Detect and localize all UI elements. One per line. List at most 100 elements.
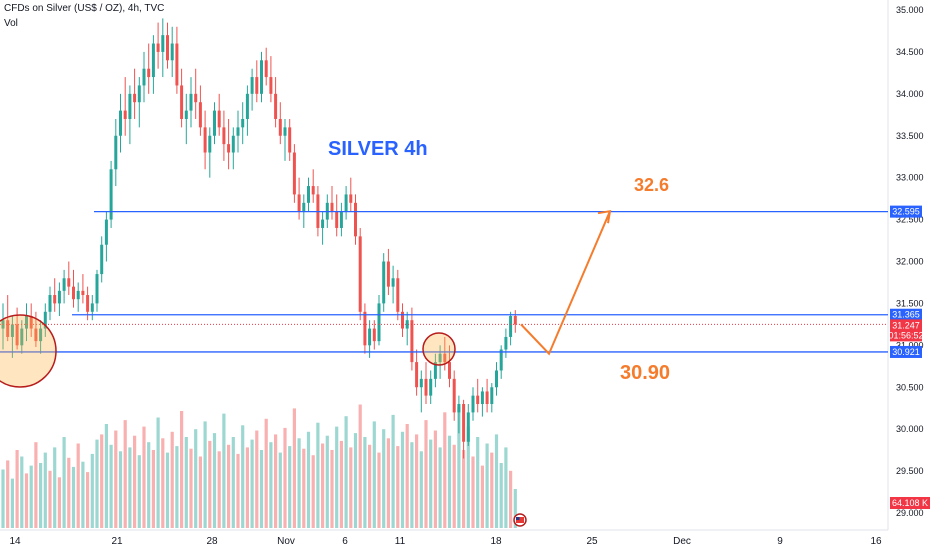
candle-body [321, 219, 325, 228]
candle [189, 77, 193, 128]
candle [335, 194, 339, 237]
us-flag-icon[interactable] [513, 513, 527, 527]
highlight-circle-mid[interactable] [422, 332, 456, 366]
price-tick-label: 34.000 [896, 89, 924, 99]
candle [485, 378, 489, 413]
badge-volume-bg [890, 497, 930, 509]
volume-bar [165, 452, 170, 528]
candle-body [231, 135, 235, 153]
candle-body [34, 328, 38, 342]
volume-bar [114, 430, 118, 528]
candle-body [391, 278, 395, 287]
volume-bar [180, 411, 184, 528]
volume-bar [189, 448, 193, 528]
candle-body [39, 328, 43, 342]
candle-body [137, 85, 141, 103]
candle [452, 370, 456, 421]
volume-bar [67, 457, 71, 528]
support-annotation: 30.90 [620, 362, 671, 384]
candle [76, 282, 80, 312]
candle-body [76, 290, 80, 300]
candle-body [339, 211, 343, 228]
time-tick-label: 11 [395, 536, 406, 547]
volume-bar [222, 413, 226, 528]
volume-bar [109, 444, 113, 528]
candle-body [128, 93, 132, 119]
highlight-circle-left[interactable] [0, 314, 57, 388]
volume-bar [123, 420, 127, 528]
candle-body [241, 118, 245, 128]
candle-body [335, 211, 339, 228]
candle [161, 18, 165, 78]
volume-bar [161, 438, 165, 528]
us-flag-icon-body [516, 517, 524, 523]
volume-bar [311, 455, 315, 528]
candle [339, 202, 343, 237]
candle-body [6, 320, 10, 337]
candle-body [344, 194, 348, 212]
volume-bar [203, 421, 207, 528]
candle-body [504, 336, 508, 350]
candle-body [142, 68, 146, 86]
candle-body [57, 290, 61, 304]
volume-bar [6, 460, 10, 528]
badge-last-price-bg [890, 319, 922, 342]
candle [330, 186, 334, 220]
badge-volume-text: 64.108 K [892, 498, 928, 508]
candle-body [448, 362, 451, 379]
candle-body [372, 328, 376, 342]
volume-bar [424, 420, 428, 528]
candle [480, 387, 484, 417]
projection-path[interactable] [520, 210, 611, 356]
badge-resistance-top-bg [890, 205, 922, 218]
candle-body [161, 35, 165, 52]
candle-body [123, 110, 127, 119]
volume-bar [438, 447, 442, 528]
price-tick-label: 33.500 [896, 131, 924, 141]
candle-body [227, 144, 231, 153]
candle-body [104, 219, 108, 245]
candle [119, 93, 122, 153]
candle-body [480, 391, 484, 405]
candle [203, 110, 207, 170]
candle-body [264, 60, 268, 78]
volume-bar [236, 453, 240, 528]
volume-bar [255, 430, 259, 528]
candle-body [147, 68, 151, 78]
price-tick-label: 30.000 [896, 424, 924, 434]
candle [53, 278, 57, 312]
candle [10, 315, 14, 358]
volume-bar [278, 452, 282, 528]
candle [241, 102, 245, 145]
volume-bar [156, 417, 160, 528]
candle-body [509, 315, 513, 337]
candle [208, 127, 212, 178]
volume-bar [62, 437, 66, 528]
volume-bar [405, 424, 409, 528]
candle [123, 77, 127, 136]
volume-bar [485, 443, 489, 528]
candle [499, 345, 503, 379]
volume-bar [391, 414, 395, 528]
volume-bar [339, 440, 343, 528]
price-tick-label: 33.000 [896, 173, 924, 183]
volume-bar [170, 431, 174, 528]
volume-bar [76, 443, 80, 528]
volume-bar [368, 444, 372, 528]
volume-bar [71, 466, 76, 528]
candle [104, 211, 108, 262]
volume-bar [499, 463, 503, 528]
candle-body [72, 286, 75, 300]
candle [386, 248, 390, 296]
candle-body [429, 378, 433, 396]
candle-body [198, 102, 202, 128]
volume-bar [95, 439, 99, 528]
candle-body [476, 395, 480, 405]
volume-bar [325, 435, 329, 528]
axes-layer: 35.000 34.500 34.000 33.500 33.000 32.500 32.0… [9, 5, 930, 547]
candle-body [382, 261, 386, 304]
volume-bar [39, 463, 43, 528]
volume-bar [175, 446, 179, 528]
